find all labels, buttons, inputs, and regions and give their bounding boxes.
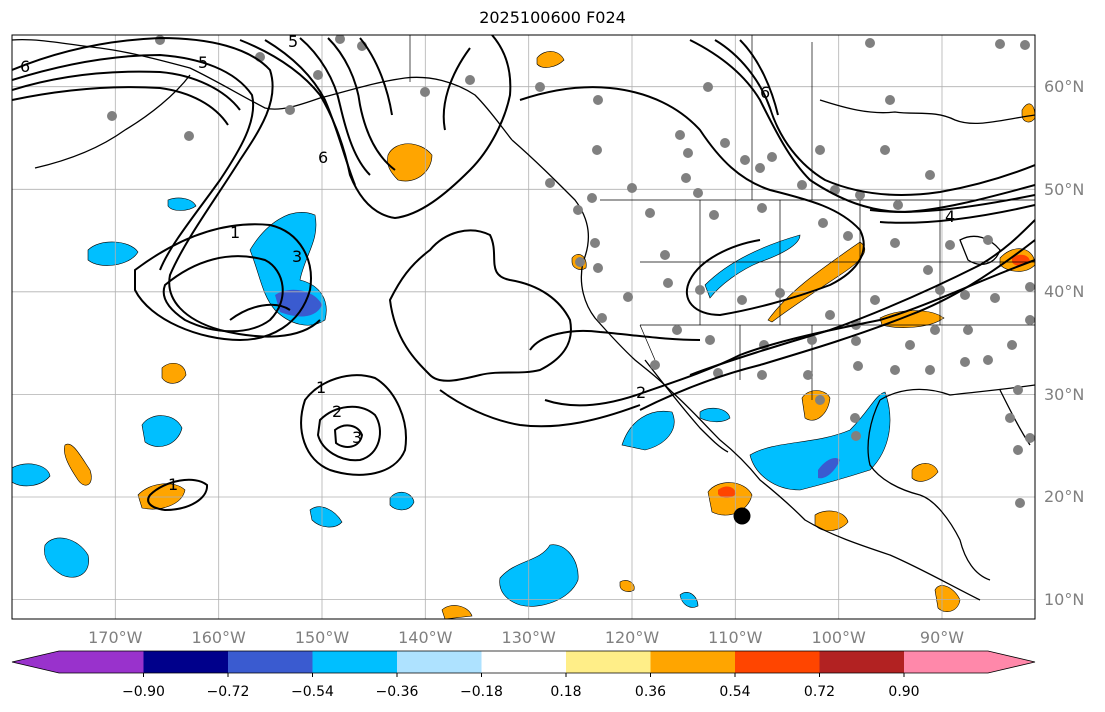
positive-anomaly-area [387,143,433,182]
lon-label: 100°W [812,628,867,647]
mexico-gulf-coast [867,399,991,581]
negative-anomaly-area [749,391,891,491]
contour-label: 1 [168,475,178,494]
positive-anomaly-area [161,362,187,384]
colorbar-tick-label: 0.36 [635,684,666,700]
lat-label: 50°N [1044,180,1084,199]
negative-anomaly-area [87,241,139,266]
contours [12,35,1035,512]
contour-label: 5 [198,53,208,72]
colorbar-segment [819,651,904,673]
lon-label: 150°W [295,628,350,647]
contour-label: 2 [636,383,646,402]
negative-anomaly-area [167,197,197,211]
great-lakes [959,235,1001,265]
negative-anomaly-area [141,415,183,447]
colorbar-segment [650,651,735,673]
positive-anomaly-area [536,51,565,68]
positive-anomaly-area [767,241,866,323]
colorbar-tick-label: −0.90 [122,684,165,700]
negative-anomaly-area [44,537,89,578]
longitude-labels: 170°W 160°W 150°W 140°W 130°W 120°W 110°… [88,628,964,647]
strong-negative-anomaly-area [275,289,322,317]
shaded-areas [12,51,1035,619]
map-title: 2025100600 F024 [479,8,626,27]
strong-positive-anomaly-area [718,486,736,498]
positive-anomaly-area [619,580,635,592]
colorbar-tick-label: −0.72 [207,684,250,700]
colorbar-tick-label: 0.54 [719,684,750,700]
contour-label: 1 [230,223,240,242]
lon-label: 130°W [502,628,557,647]
contour-label: 6 [318,148,328,167]
map-frame [11,34,1036,620]
negative-anomaly-area [12,463,51,487]
positive-anomaly-area [934,585,961,613]
colorbar-tick-label: 0.90 [888,684,919,700]
lat-label: 60°N [1044,77,1084,96]
lon-label: 140°W [398,628,453,647]
gulf-coast [879,384,1035,401]
highlight-station-dot [733,507,751,525]
colorbar-tick-label: 0.18 [550,684,581,700]
colorbar-segment [566,651,651,673]
colorbar-segment [12,651,144,673]
contour-label: 6 [20,57,30,76]
station-dots [107,35,1035,508]
colorbar [11,650,1036,677]
lon-label: 170°W [88,628,143,647]
positive-anomaly-area [441,605,473,619]
contour-labels: 6 5 5 6 1 3 1 2 3 1 2 6 4 [20,32,955,494]
positive-anomaly-area [1021,103,1035,123]
colorbar-segment [228,651,313,673]
positive-anomaly-area [801,390,831,421]
contour-label: 1 [316,378,326,397]
contour-label: 3 [292,247,302,266]
colorbar-tick-label: 0.72 [804,684,835,700]
colorbar-tick-label: −0.18 [460,684,503,700]
lat-label: 20°N [1044,487,1084,506]
colorbar-segment [735,651,820,673]
colorbar-segment [481,651,566,673]
lon-label: 110°W [708,628,763,647]
borders [409,35,1035,400]
colorbar-tick-label: −0.36 [376,684,419,700]
strong-negative-anomaly-area [818,458,840,479]
latitude-labels: 60°N 50°N 40°N 30°N 20°N 10°N [1044,77,1084,609]
graticule [12,35,1035,619]
colorbar-segment [397,651,482,673]
negative-anomaly-area [699,407,731,423]
negative-anomaly-area [309,506,343,528]
alaska-coast [12,39,513,141]
positive-anomaly-area [911,463,939,482]
negative-anomaly-area [499,544,579,607]
baja-coast [644,359,729,453]
negative-anomaly-area [389,491,415,511]
colorbar-segment [143,651,228,673]
contour-label: 2 [332,402,342,421]
contour-label: 5 [288,32,298,51]
lat-label: 30°N [1044,385,1084,404]
colorbar-tick-label: −0.54 [291,684,334,700]
contour-label: 4 [945,207,955,226]
colorbar-segment [312,651,397,673]
colorbar-outline [11,650,1036,674]
contour-label: 3 [352,428,362,447]
positive-anomaly-area [64,443,92,486]
lon-label: 120°W [605,628,660,647]
lat-label: 40°N [1044,282,1084,301]
lat-label: 10°N [1044,590,1084,609]
negative-anomaly-area [704,234,801,299]
colorbar-segment [904,651,1035,673]
aleutian-coast [34,74,191,169]
hudson-coast [819,99,1035,125]
negative-anomaly-area [621,410,675,451]
lon-label: 160°W [192,628,247,647]
contour-label: 6 [760,83,770,102]
colorbar-tick-labels: −0.90 −0.72 −0.54 −0.36 −0.18 0.18 0.36 … [122,684,920,700]
lon-label: 90°W [920,628,964,647]
